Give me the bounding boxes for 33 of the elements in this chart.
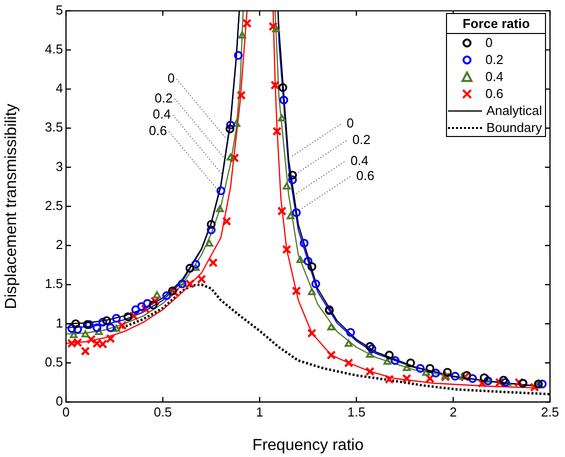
annotation: 0 [167, 70, 175, 86]
legend-label: 0.2 [485, 52, 504, 67]
annotation: 0.2 [352, 132, 370, 148]
y-tick-label: 4 [56, 80, 63, 96]
legend-label: Boundary [486, 120, 542, 135]
annotation: 0.4 [152, 106, 171, 122]
y-tick-label: 1 [56, 315, 63, 330]
y-tick-label: 0.5 [44, 354, 63, 370]
y-tick-label: 1.5 [44, 276, 63, 292]
y-tick-label: 3 [56, 158, 63, 174]
x-axis-title: Frequency ratio [252, 436, 364, 454]
legend-title: Force ratio [447, 14, 545, 34]
annotation: 0.2 [154, 90, 173, 106]
legend-label: 0.4 [485, 69, 504, 84]
y-tick-label: 3.5 [44, 120, 63, 135]
annotation: 0.6 [148, 123, 167, 138]
x-tick-label: 0.5 [154, 404, 172, 420]
y-axis-title: Displacement transmissibility [3, 104, 20, 310]
annotation: 0 [346, 116, 354, 131]
x-tick-label: 1 [256, 404, 264, 420]
y-tick-label: 2 [56, 237, 63, 252]
legend-label: Analytical [486, 103, 542, 118]
x-tick-label: 1.5 [347, 404, 366, 420]
legend-label: 0.6 [485, 86, 504, 101]
legend-label: 0 [485, 35, 493, 50]
annotation: 0.6 [356, 168, 374, 184]
x-tick-label: 2.5 [540, 404, 560, 420]
y-tick-label: 0 [56, 394, 63, 409]
y-tick-label: 5 [56, 2, 63, 18]
y-tick-label: 2.5 [44, 198, 63, 213]
annotation: 0.4 [350, 153, 369, 168]
x-tick-label: 2 [450, 404, 457, 420]
y-tick-label: 4.5 [44, 42, 63, 56]
